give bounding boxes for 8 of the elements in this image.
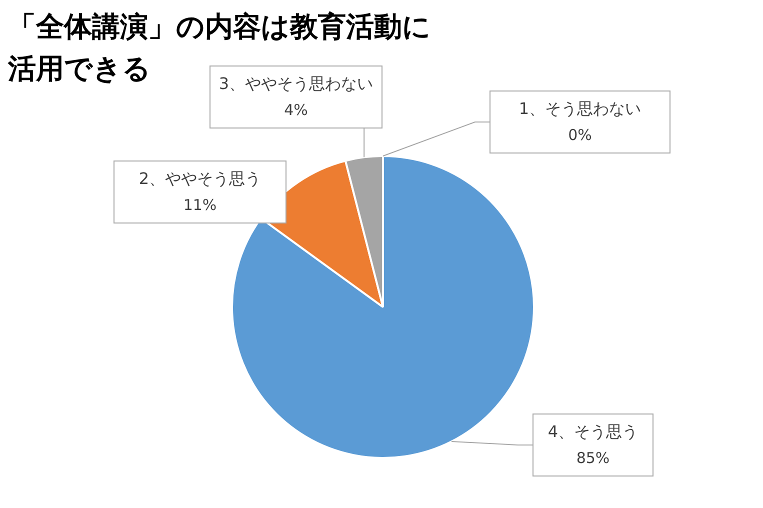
- slice-label: 4、そう思う: [548, 422, 638, 442]
- category-label: 1、そう思わない: [518, 99, 642, 118]
- data-label: 4%: [284, 100, 308, 119]
- data-label: 11%: [183, 196, 217, 214]
- data-label: 85%: [576, 448, 610, 467]
- slice-label: 3、ややそう思わない: [218, 74, 374, 94]
- slice-label: 2、ややそう思う: [138, 169, 262, 188]
- text: 0%: [568, 126, 592, 144]
